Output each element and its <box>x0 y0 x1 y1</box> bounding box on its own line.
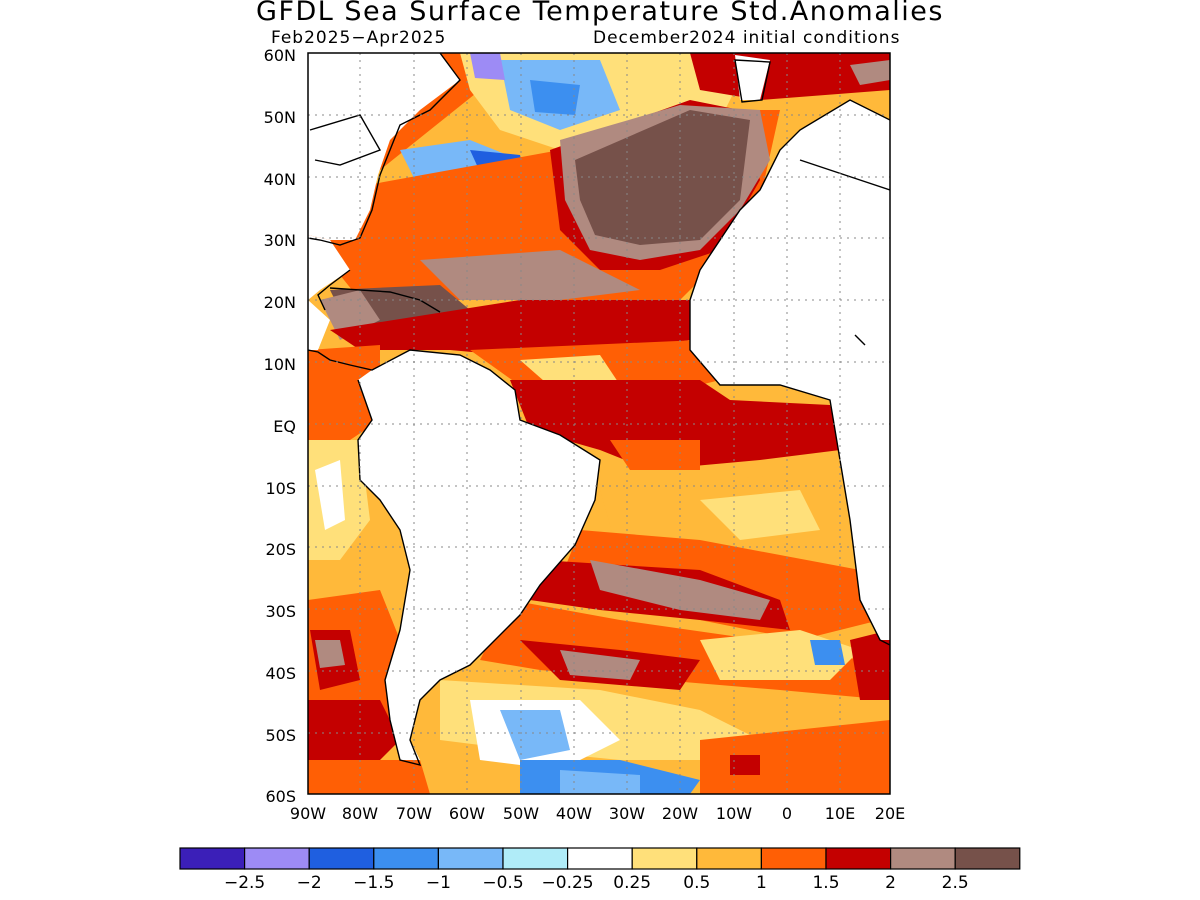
colorbar-label: −0.5 <box>482 873 523 893</box>
lat-label: 30N <box>264 231 296 250</box>
longitude-labels: 90W 80W 70W 60W 50W 40W 30W 20W 10W 0 10… <box>290 804 905 823</box>
lat-label: 20S <box>265 540 296 559</box>
lat-label: 40S <box>265 664 296 683</box>
colorbar-label: 1 <box>756 873 767 893</box>
lon-label: 70W <box>396 804 432 823</box>
lon-label: 60W <box>449 804 485 823</box>
colorbar-swatch <box>825 847 892 870</box>
colorbar-label: −1 <box>426 873 451 893</box>
colorbar-swatch <box>502 847 569 870</box>
lat-label: 20N <box>264 293 296 312</box>
lat-label: 60N <box>264 46 296 65</box>
lon-label: 0 <box>782 804 792 823</box>
lon-label: 40W <box>556 804 592 823</box>
colorbar: −2.5 −2 −1.5 −1 −0.5 −0.25 0.25 0.5 1 1.5 2 2.5 <box>179 847 1021 893</box>
initial-conditions: December2024 initial conditions <box>593 28 901 48</box>
lat-label: 10N <box>264 355 296 374</box>
lat-label: 60S <box>265 787 296 806</box>
colorbar-label: −0.25 <box>542 873 594 893</box>
colorbar-swatch <box>631 847 698 870</box>
colorbar-swatch <box>244 847 310 870</box>
colorbar-label: −2.5 <box>224 873 265 893</box>
lat-label: 10S <box>265 479 296 498</box>
colorbar-swatch <box>760 847 827 870</box>
colorbar-swatch <box>696 847 762 870</box>
colorbar-swatch <box>566 847 633 870</box>
lat-label: 50N <box>264 108 296 127</box>
lon-label: 20W <box>662 804 698 823</box>
colorbar-label: −1.5 <box>353 873 394 893</box>
colorbar-swatch <box>373 847 439 870</box>
colorbar-label: 0.25 <box>613 873 651 893</box>
colorbar-label: 0.5 <box>683 873 710 893</box>
colorbar-label: 2.5 <box>942 873 969 893</box>
anomaly-field <box>308 53 890 794</box>
colorbar-swatch <box>308 847 375 870</box>
colorbar-swatch <box>889 847 956 870</box>
colorbar-label: −2 <box>297 873 322 893</box>
colorbar-swatch <box>437 847 504 870</box>
lon-label: 30W <box>609 804 645 823</box>
lat-label: 50S <box>265 726 296 745</box>
lat-label: 30S <box>265 602 296 621</box>
colorbar-label: 1.5 <box>812 873 839 893</box>
latitude-labels: 60N 50N 40N 30N 20N 10N EQ 10S 20S 30S 4… <box>264 46 296 806</box>
lon-label: 90W <box>290 804 326 823</box>
lon-label: 20E <box>875 804 905 823</box>
colorbar-swatch <box>954 847 1021 870</box>
colorbar-label: 2 <box>885 873 896 893</box>
forecast-period: Feb2025−Apr2025 <box>271 28 447 48</box>
lat-label: 40N <box>264 170 296 189</box>
lon-label: 80W <box>342 804 378 823</box>
coastlines <box>308 53 890 767</box>
colorbar-swatch <box>179 847 246 870</box>
lon-label: 10E <box>825 804 855 823</box>
lat-label: EQ <box>273 417 296 436</box>
lon-label: 50W <box>503 804 539 823</box>
lon-label: 10W <box>716 804 752 823</box>
map-title: GFDL Sea Surface Temperature Std.Anomali… <box>256 0 944 27</box>
graticule <box>308 53 890 794</box>
map-frame <box>307 52 891 795</box>
